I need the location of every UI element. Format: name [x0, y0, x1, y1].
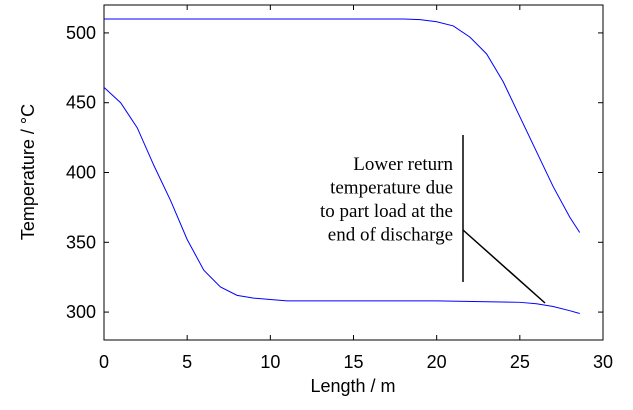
- data-line: [104, 18, 581, 233]
- annotation-text: end of discharge: [328, 225, 453, 246]
- annotation-text: Lower return: [353, 154, 453, 175]
- x-tick-label: 5: [182, 352, 192, 372]
- data-line: [103, 86, 580, 314]
- y-tick-label: 450: [66, 93, 96, 113]
- x-tick-label: 10: [260, 352, 280, 372]
- x-axis-label: Length / m: [310, 376, 395, 396]
- y-axis-label: Temperature / °C: [18, 104, 38, 240]
- y-tick-label: 400: [66, 163, 96, 183]
- y-tick-label: 500: [66, 23, 96, 43]
- annotation-arrow: [462, 229, 546, 304]
- y-tick-label: 300: [66, 302, 96, 322]
- x-tick-label: 15: [343, 352, 363, 372]
- x-tick-label: 20: [427, 352, 447, 372]
- x-tick-label: 25: [510, 352, 530, 372]
- annotation-text: to part load at the: [320, 201, 453, 222]
- x-tick-label: 30: [593, 352, 613, 372]
- annotation-text: temperature due: [330, 178, 453, 199]
- y-tick-label: 350: [66, 232, 96, 252]
- x-tick-label: 0: [99, 352, 109, 372]
